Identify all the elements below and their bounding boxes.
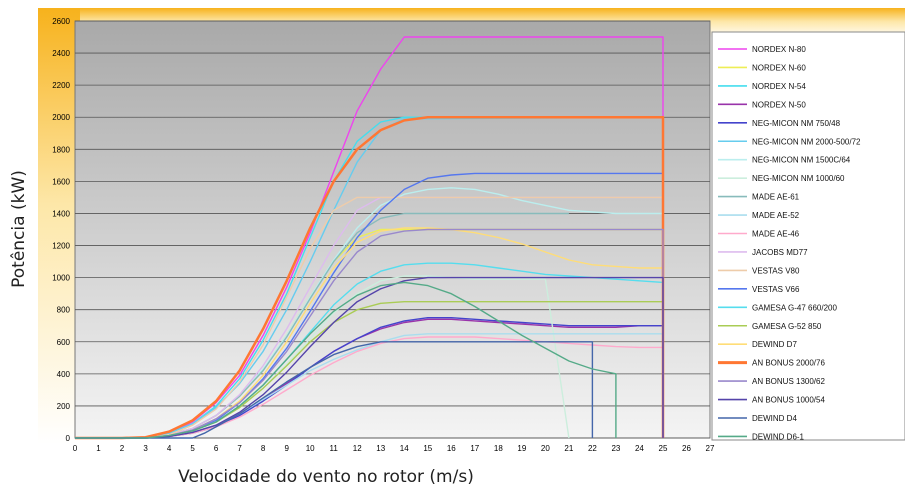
y-tick-label: 2000	[52, 113, 70, 122]
x-tick-label: 26	[682, 444, 691, 453]
legend-entry-label: NORDEX N-80	[752, 45, 806, 54]
y-tick-label: 600	[57, 338, 71, 347]
x-tick-label: 6	[214, 444, 219, 453]
legend-entry-label: VESTAS V66	[752, 285, 800, 294]
y-tick-label: 800	[57, 306, 71, 315]
series-line-11	[75, 336, 663, 439]
x-tick-label: 16	[447, 444, 456, 453]
legend-entry-label: NEG-MICON NM 750/48	[752, 119, 841, 128]
y-tick-label: 1000	[52, 274, 70, 283]
legend-box	[711, 31, 905, 441]
y-tick-label: 400	[57, 370, 71, 379]
series-line-22	[75, 281, 617, 439]
series-line-20	[75, 276, 664, 439]
y-axis-title: Potência (kW)	[9, 170, 29, 288]
y-tick-label: 0	[66, 434, 71, 443]
x-tick-label: 7	[237, 444, 242, 453]
legend-entry-label: MADE AE-46	[752, 230, 800, 239]
legend-entry-label: NEG-MICON NM 1000/60	[752, 174, 845, 183]
legend-entry-label: MADE AE-61	[752, 193, 800, 202]
series-line-21	[75, 341, 594, 439]
x-tick-label: 10	[306, 444, 315, 453]
legend-entry-label: AN BONUS 1300/62	[752, 377, 825, 386]
x-tick-label: 15	[423, 444, 432, 453]
chart-frame-left	[38, 8, 80, 444]
legend-entry-label: DEWIND D4	[752, 414, 797, 423]
legend-entry-label: GAMESA G-52 850	[752, 322, 822, 331]
legend-entry-label: DEWIND D6-1	[752, 432, 805, 441]
x-tick-label: 27	[706, 444, 715, 453]
x-tick-label: 11	[330, 444, 339, 453]
x-tick-label: 20	[541, 444, 550, 453]
series-line-14	[75, 172, 664, 439]
legend-entry-label: NORDEX N-50	[752, 100, 806, 109]
x-tick-label: 9	[284, 444, 289, 453]
series-line-18	[75, 115, 665, 440]
x-tick-label: 5	[190, 444, 195, 453]
x-tick-label: 2	[120, 444, 125, 453]
legend: NORDEX N-80 NORDEX N-60 NORDEX N-54 NORDEX …	[711, 31, 905, 441]
series-line-19	[75, 228, 664, 439]
x-tick-label: 24	[635, 444, 644, 453]
x-tick-label: 0	[73, 444, 78, 453]
y-tick-label: 2400	[52, 49, 70, 58]
x-tick-label: 4	[167, 444, 172, 453]
x-tick-label: 23	[611, 444, 620, 453]
x-tick-label: 18	[494, 444, 503, 453]
y-tick-label: 1600	[52, 177, 70, 186]
x-tick-label: 19	[517, 444, 526, 453]
legend-entry-label: JACOBS MD77	[752, 248, 808, 257]
x-tick-label: 13	[376, 444, 385, 453]
y-tick-label: 2200	[52, 81, 70, 90]
y-tick-labels: 0 200 400 600 800 1000 1200 1400 1600 1800 2000 220…	[52, 17, 70, 443]
legend-entry-label: DEWIND D7	[752, 340, 797, 349]
y-tick-label: 2600	[52, 17, 70, 26]
x-tick-label: 21	[564, 444, 573, 453]
x-tick-label: 8	[261, 444, 266, 453]
x-tick-label: 12	[353, 444, 362, 453]
legend-entry-label: VESTAS V80	[752, 266, 800, 275]
legend-entry-label: NEG-MICON NM 1500C/64	[752, 156, 851, 165]
legend-entry-label: NORDEX N-60	[752, 63, 806, 72]
x-tick-label: 22	[588, 444, 597, 453]
x-tick-label: 25	[659, 444, 668, 453]
x-tick-label: 3	[143, 444, 148, 453]
x-tick-labels: 0 1 2 3 4 5 6 7 8 9 10 11 12 13 14 15 16 17 18 19 20 21 22 23 24…	[73, 444, 715, 453]
x-tick-label: 17	[470, 444, 479, 453]
legend-entry-label: NEG-MICON NM 2000-500/72	[752, 137, 861, 146]
legend-entry-label: GAMESA G-47 660/200	[752, 303, 837, 312]
legend-entry-label: MADE AE-52	[752, 211, 800, 220]
series-line-13	[75, 196, 664, 439]
y-tick-label: 1200	[52, 242, 70, 251]
y-tick-label: 1800	[52, 145, 70, 154]
x-axis-title: Velocidade do vento no rotor (m/s)	[178, 467, 474, 487]
x-tick-label: 14	[400, 444, 409, 453]
legend-entry-label: AN BONUS 1000/54	[752, 396, 825, 405]
legend-entry-label: NORDEX N-54	[752, 82, 806, 91]
y-tick-label: 1400	[52, 209, 70, 218]
y-tick-label: 200	[57, 402, 71, 411]
x-tick-label: 1	[96, 444, 101, 453]
legend-entry-label: AN BONUS 2000/76	[752, 359, 825, 368]
series-lines	[75, 36, 665, 440]
